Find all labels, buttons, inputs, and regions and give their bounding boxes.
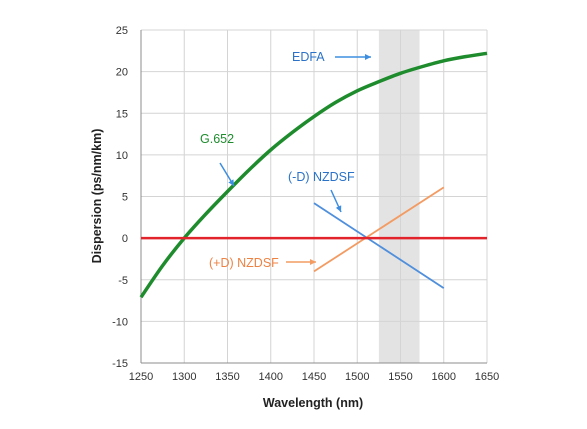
y-tick-label: 10 — [116, 150, 128, 162]
x-tick-label: 1300 — [172, 371, 196, 383]
y-tick-label: -15 — [112, 358, 128, 370]
y-tick-label: -5 — [118, 275, 128, 287]
annotation-edfa: EDFA — [292, 50, 325, 64]
y-tick-label: -10 — [112, 316, 128, 328]
y-axis-title: Dispersion (ps/nm/km) — [90, 129, 104, 264]
x-tick-label: 1400 — [259, 371, 283, 383]
annotation-g652: G.652 — [200, 132, 234, 146]
x-tick-label: 1650 — [475, 371, 499, 383]
x-tick-label: 1500 — [345, 371, 369, 383]
x-tick-label: 1350 — [215, 371, 239, 383]
annotation-neg-nzdsf-arrow — [330, 189, 342, 213]
y-tick-label: 5 — [122, 192, 128, 204]
x-tick-label: 1450 — [302, 371, 326, 383]
y-tick-label: 15 — [116, 108, 128, 120]
x-axis-title: Wavelength (nm) — [263, 396, 363, 410]
y-tick-label: 20 — [116, 67, 128, 79]
y-tick-label: 0 — [122, 233, 128, 245]
annotation-g652-arrow — [219, 162, 235, 187]
x-tick-label: 1600 — [432, 371, 456, 383]
x-tick-label: 1550 — [388, 371, 412, 383]
series-line-g-652 — [139, 51, 488, 299]
x-tick-label: 1250 — [129, 371, 153, 383]
series-line-d-nzdsf — [313, 202, 445, 289]
series-line-d-nzdsf — [313, 186, 445, 273]
y-tick-label: 25 — [116, 25, 128, 37]
annotation-pos-nzdsf: (+D) NZDSF — [209, 256, 279, 270]
annotation-neg-nzdsf: (-D) NZDSF — [288, 170, 355, 184]
